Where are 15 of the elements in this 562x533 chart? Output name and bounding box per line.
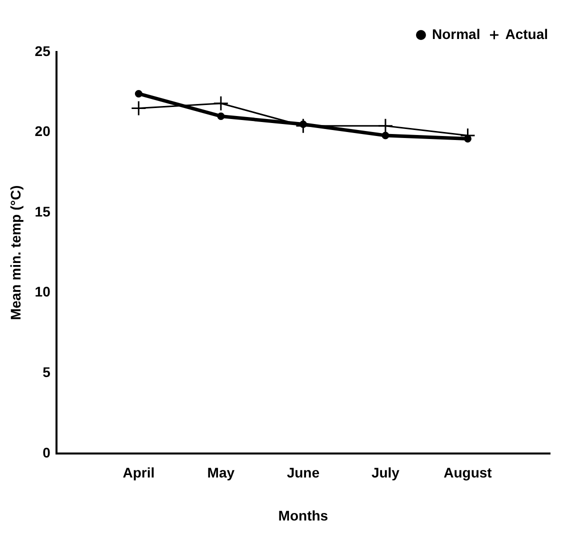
y-tick-label: 0 [42,444,51,460]
y-axis-title: Mean min. temp (°C) [7,185,24,320]
y-tick-label: 15 [34,203,51,220]
x-tick-label: May [207,464,235,481]
y-tick-label: 5 [42,364,51,380]
x-tick-label: June [286,464,320,481]
legend-label: Normal [432,26,480,42]
y-tick-label: 10 [34,284,51,300]
x-tick-label: April [122,464,155,481]
x-axis-title: Months [278,507,328,524]
x-tick-label: August [444,464,492,481]
x-tick-label: July [371,464,400,481]
y-tick-label: 20 [34,123,51,140]
legend-label: Actual [505,26,548,42]
y-tick-label: 25 [34,42,51,59]
